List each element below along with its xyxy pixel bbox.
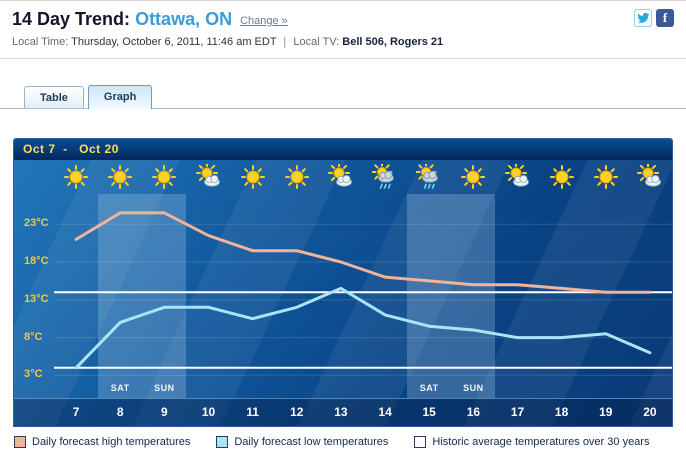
y-axis-label: 23°C [24,217,49,230]
title-prefix: 14 Day Trend: [12,9,131,29]
x-axis-day-label: 18 [554,405,569,419]
local-time-label: Local Time: [12,36,69,48]
change-location-link[interactable]: Change » [240,15,288,27]
page-title: 14 Day Trend: Ottawa, ON [12,9,232,29]
legend-item: Daily forecast high temperatures [14,436,190,448]
legend: Daily forecast high temperatures Daily f… [14,436,672,448]
legend-swatch [14,436,26,448]
plot-area: SAT SUN SAT SUN 23°C 18°C 13°C 8°C 3°C [14,194,672,398]
legend-item: Daily forecast low temperatures [216,436,388,448]
y-axis-label: 13°C [24,292,49,305]
legend-swatch [414,436,427,448]
x-axis-day-label: 19 [599,405,613,419]
header: 14 Day Trend: Ottawa, ON Change » f Loca… [0,1,686,59]
twitter-bird-icon [637,12,650,23]
weather-icon-partly-cloudy [504,162,531,190]
local-time-value: Thursday, October 6, 2011, 11:46 am EDT [71,36,277,48]
x-axis-day-label: 8 [116,405,124,419]
facebook-glyph: f [662,10,668,25]
weather-icon-rain [371,161,398,190]
local-tv-value: Bell 506, Rogers 21 [342,36,444,48]
legend-label: Daily forecast high temperatures [32,436,191,448]
legend-label: Historic average temperatures over 30 ye… [432,436,650,448]
weekend-day-label: SUN [463,383,484,393]
weekend-day-label: SAT [110,383,130,393]
local-tv-label: Local TV: [293,36,340,48]
facebook-icon[interactable]: f [656,9,674,27]
y-axis-label: 8°C [24,330,43,343]
x-axis-day-label: 7 [72,405,80,419]
weather-icon-partly-cloudy [636,162,663,190]
social-icons: f [634,9,674,27]
weather-icon-partly-cloudy [195,162,222,190]
weekend-day-label: SUN [154,383,175,393]
x-axis-day-label: 11 [246,405,259,419]
weather-icon-sunny [284,164,310,190]
high-temp-line [74,211,652,294]
chart-lines [54,211,672,376]
title-row: 14 Day Trend: Ottawa, ON Change » f [12,9,674,29]
x-axis-day-label: 14 [378,405,392,419]
date-range-band: Oct 7 - Oct 20 [14,139,672,160]
x-axis-day-label: 20 [643,405,657,419]
weather-icon-sunny [460,164,486,190]
x-axis-day-label: 16 [466,405,481,419]
legend-label: Daily forecast low temperatures [234,436,389,448]
tab-graph[interactable]: Graph [87,85,153,109]
x-axis-day-label: 12 [290,405,304,419]
tab-table[interactable]: Table [24,86,84,108]
legend-swatch [216,436,229,448]
weather-icon-sunny [151,164,177,190]
x-axis-day-label: 9 [161,405,168,419]
x-axis-day-label: 17 [510,405,525,419]
weekend-day-label: SAT [419,383,439,393]
trend-chart: Oct 7 - Oct 20 SAT SUN SAT SUN 23°C 18°C 13°C 8… [13,138,673,427]
x-axis-day-label: 15 [422,405,436,419]
twitter-icon[interactable] [634,9,652,27]
weather-icon-rain [415,161,442,190]
weather-icon-sunny [63,164,89,190]
day-band: 7 8 9 10 11 12 13 14 15 16 17 18 19 20 [14,398,672,426]
separator: | [283,36,287,48]
local-info-row: Local Time: Thursday, October 6, 2011, 1… [12,36,674,58]
weather-icon-sunny [593,164,619,190]
title-city: Ottawa, ON [135,9,233,29]
tab-bar: Table Graph [0,82,686,109]
y-axis-label: 18°C [24,255,49,267]
x-axis-day-label: 10 [201,405,216,419]
legend-item: Historic average temperatures over 30 ye… [414,436,649,448]
chart-body: SAT SUN SAT SUN 23°C 18°C 13°C 8°C 3°C 7 8 9 10 11 12… [14,160,672,426]
low-temp-line [74,286,652,370]
weather-icon-sunny [240,164,266,190]
weekend-highlight [407,194,496,398]
weather-icon-sunny [107,164,133,190]
weekend-highlight [98,194,187,398]
y-axis-label: 3°C [24,368,43,381]
x-axis-day-label: 13 [334,405,348,419]
weather-icon-sunny [549,164,575,190]
weather-icon-partly-cloudy [327,162,354,190]
icons-row [14,160,672,194]
